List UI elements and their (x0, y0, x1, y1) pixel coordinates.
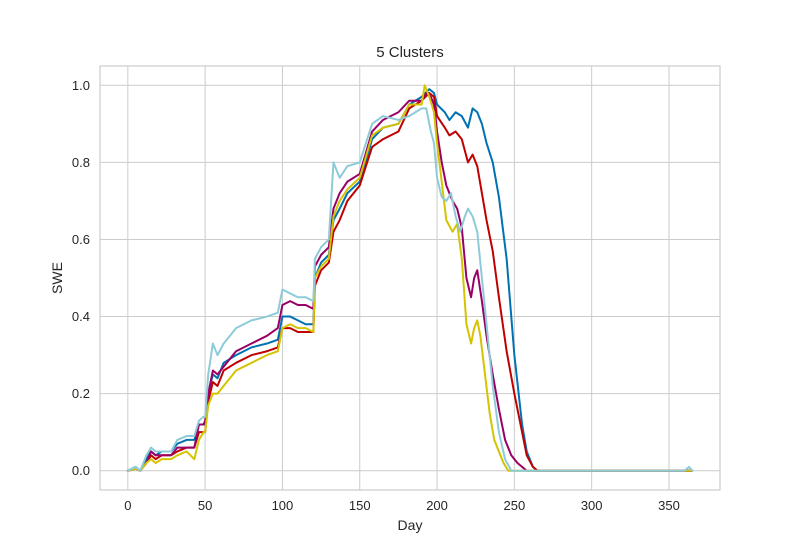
y-tick-label: 0.8 (72, 155, 90, 170)
series-line-5 (126, 107, 694, 472)
series-line-1 (126, 88, 694, 472)
y-axis-label: SWE (49, 262, 65, 294)
x-tick-label: 50 (198, 498, 212, 513)
y-tick-label: 0.4 (72, 309, 90, 324)
x-tick-label: 300 (581, 498, 603, 513)
x-tick-label: 150 (349, 498, 371, 513)
y-tick-label: 0.2 (72, 386, 90, 401)
series-line-3 (126, 91, 694, 472)
x-axis-label: Day (398, 517, 423, 533)
x-tick-label: 0 (124, 498, 131, 513)
y-tick-label: 0.0 (72, 463, 90, 478)
y-tick-labels: 0.0 0.2 0.4 0.6 0.8 1.0 (72, 78, 90, 478)
series-line-2 (126, 91, 694, 472)
y-tick-label: 1.0 (72, 78, 90, 93)
series-line-4 (126, 84, 694, 472)
chart-title: 5 Clusters (376, 44, 444, 61)
x-tick-labels: 0 50 100 150 200 250 300 350 (124, 498, 680, 513)
grid-lines (100, 66, 720, 490)
x-tick-label: 350 (658, 498, 680, 513)
y-tick-label: 0.6 (72, 232, 90, 247)
x-tick-label: 200 (426, 498, 448, 513)
series-lines (126, 84, 694, 472)
x-tick-label: 250 (504, 498, 526, 513)
plot-frame (99, 65, 721, 491)
x-tick-label: 100 (272, 498, 294, 513)
